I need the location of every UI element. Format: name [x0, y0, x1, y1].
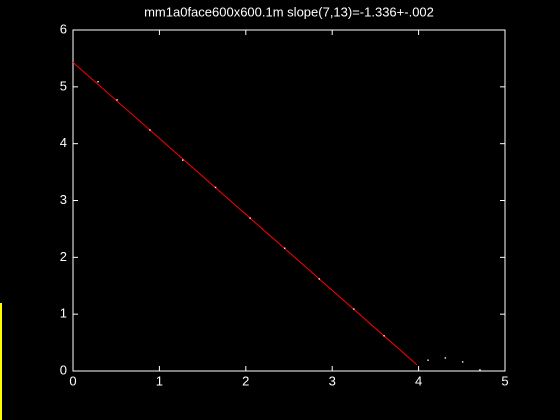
y-tick-label: 0 [60, 362, 67, 377]
data-point [97, 81, 99, 83]
data-point [283, 247, 286, 249]
y-tick-label: 1 [60, 306, 67, 321]
y-tick-label: 2 [60, 249, 67, 264]
x-tick-label: 0 [69, 373, 76, 388]
chart-title: mm1a0face600x600.1m slope(7,13)=-1.336+-… [144, 4, 434, 19]
y-tick-label: 3 [60, 192, 67, 207]
data-point [479, 369, 481, 371]
data-point [444, 357, 447, 359]
data-point [214, 186, 217, 189]
y-tick-label: 4 [60, 135, 67, 150]
x-tick-label: 3 [329, 373, 336, 388]
data-line [72, 62, 418, 366]
data-point [427, 359, 429, 361]
x-tick-label: 1 [156, 373, 163, 388]
data-point [149, 129, 151, 131]
x-tick-label: 4 [415, 373, 422, 388]
data-point [182, 159, 184, 161]
data-point [318, 278, 320, 280]
data-point [116, 99, 118, 101]
data-point [383, 335, 385, 337]
x-tick-label: 5 [501, 373, 508, 388]
y-tick-label: 6 [60, 21, 67, 36]
y-tick-label: 5 [60, 78, 67, 93]
data-point [461, 361, 464, 363]
data-point [353, 308, 355, 310]
data-point [249, 217, 251, 219]
x-tick-label: 2 [242, 373, 249, 388]
